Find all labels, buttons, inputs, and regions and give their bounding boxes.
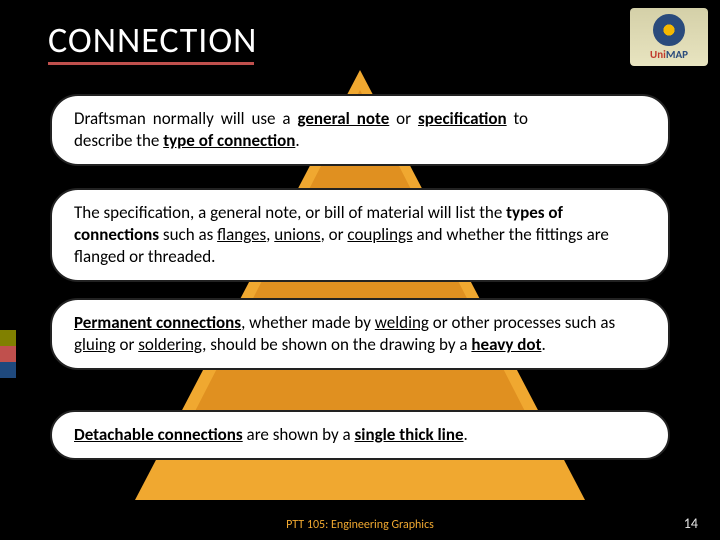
content-bubble-1: Draftsman normally will use a general no… — [50, 94, 670, 166]
content-bubble-4: Detachable connections are shown by a si… — [50, 410, 670, 460]
content-bubble-2: The specification, a general note, or bi… — [50, 188, 670, 282]
footer-text: PTT 105: Engineering Graphics — [0, 518, 720, 532]
unimap-logo: UniMAP — [630, 8, 708, 66]
page-number: 14 — [684, 515, 698, 532]
sidebar-accent — [0, 330, 16, 378]
title-underline — [48, 62, 254, 65]
logo-emblem-icon — [653, 14, 685, 46]
content-bubble-3: Permanent connections, whether made by w… — [50, 298, 670, 370]
page-title: CONNECTION — [48, 18, 257, 62]
logo-text: UniMAP — [650, 48, 688, 61]
